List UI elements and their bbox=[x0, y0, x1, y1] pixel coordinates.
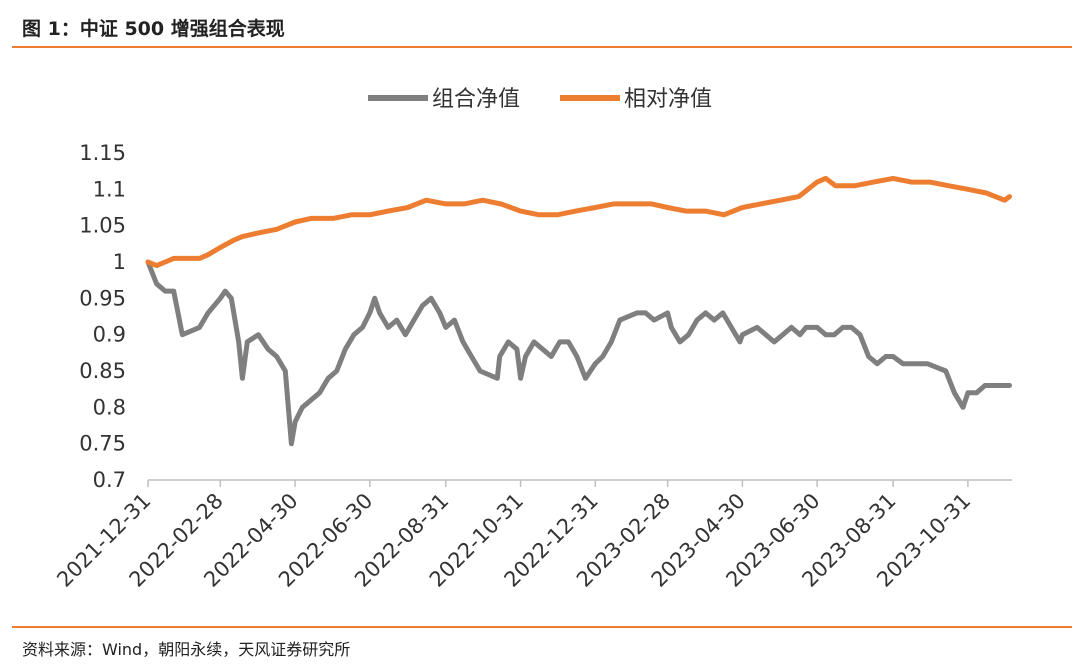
y-tick-label: 1.1 bbox=[93, 177, 126, 201]
y-tick-label: 0.95 bbox=[79, 286, 126, 310]
y-tick-label: 0.85 bbox=[79, 359, 126, 383]
y-tick-label: 0.9 bbox=[93, 323, 126, 347]
y-axis: 1.15 1.1 1.05 1 0.95 0.9 0.85 0.8 0.75 0.7 bbox=[79, 141, 126, 492]
y-tick-label: 1.15 bbox=[79, 141, 126, 165]
source-note: 资料来源：Wind，朝阳永续，天风证券研究所 bbox=[22, 640, 351, 659]
series-line-1 bbox=[145, 259, 1012, 447]
figure-title: 图 1：中证 500 增强组合表现 bbox=[22, 18, 285, 40]
y-tick-label: 1.05 bbox=[79, 214, 126, 238]
y-tick-label: 0.7 bbox=[93, 468, 126, 492]
title-bar bbox=[12, 8, 1072, 48]
y-tick-label: 0.75 bbox=[79, 432, 126, 456]
y-tick-label: 0.8 bbox=[93, 395, 126, 419]
line-chart: 组合净值 相对净值 1.15 1.1 1.05 1 0.95 0.9 0.85 0.8 0.75 0… bbox=[52, 87, 1012, 592]
y-tick-label: 1 bbox=[113, 250, 126, 274]
legend-label: 相对净值 bbox=[624, 87, 712, 112]
series-line-2 bbox=[145, 175, 1012, 269]
chart-legend: 组合净值 相对净值 bbox=[368, 87, 712, 112]
x-axis: 2021-12-312022-02-282022-04-302022-06-30… bbox=[52, 479, 1012, 592]
footer-rule bbox=[12, 626, 1072, 628]
series-lines bbox=[145, 175, 1012, 447]
legend-label: 组合净值 bbox=[432, 87, 520, 112]
